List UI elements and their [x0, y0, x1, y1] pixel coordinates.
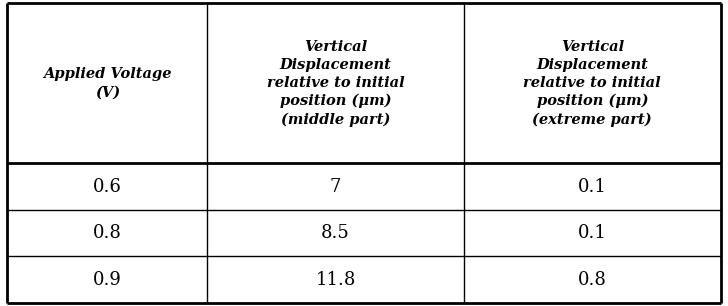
Text: 0.9: 0.9 [92, 271, 122, 289]
Text: 0.1: 0.1 [578, 178, 606, 196]
Text: 11.8: 11.8 [315, 271, 356, 289]
Text: 0.6: 0.6 [92, 178, 122, 196]
Text: 0.1: 0.1 [578, 224, 606, 242]
Text: 7: 7 [330, 178, 341, 196]
Text: 0.8: 0.8 [92, 224, 122, 242]
Text: 0.8: 0.8 [578, 271, 606, 289]
Text: Applied Voltage
(V): Applied Voltage (V) [43, 67, 171, 99]
Text: Vertical
Displacement
relative to initial
position (μm)
(extreme part): Vertical Displacement relative to initia… [523, 40, 661, 126]
Text: Vertical
Displacement
relative to initial
position (μm)
(middle part): Vertical Displacement relative to initia… [266, 40, 404, 126]
Text: 8.5: 8.5 [321, 224, 350, 242]
